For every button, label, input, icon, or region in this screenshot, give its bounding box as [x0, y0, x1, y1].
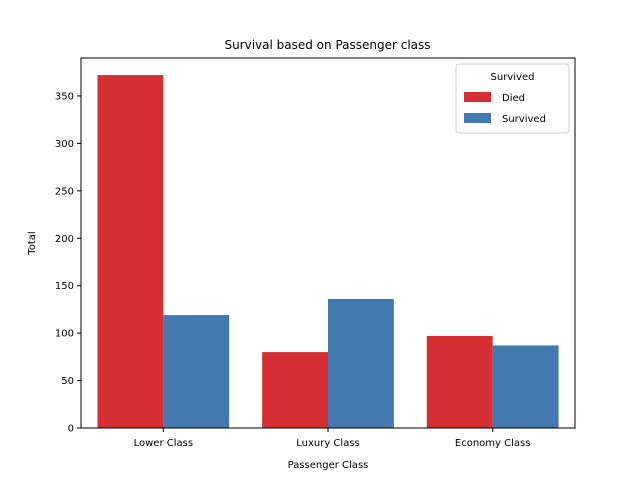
- bar-died-luxury-class: [262, 352, 328, 428]
- chart-title: Survival based on Passenger class: [224, 38, 430, 52]
- y-tick-label: 350: [55, 91, 74, 102]
- bar-survived-economy-class: [492, 345, 559, 428]
- plot-frame: [80, 57, 576, 429]
- bar-survived-luxury-class: [328, 298, 394, 428]
- y-axis: 0 50 100 150 200 250 300 350: [55, 91, 81, 435]
- x-axis: Lower Class Luxury Class Economy Class: [134, 428, 531, 449]
- x-axis-label: Passenger Class: [288, 460, 369, 471]
- y-tick-label: 0: [68, 424, 74, 435]
- bars-group: [97, 75, 559, 428]
- legend-swatch-died: [464, 92, 491, 102]
- legend-label-survived: Survived: [502, 114, 546, 125]
- bar-died-lower-class: [97, 75, 164, 428]
- legend-title: Survived: [491, 72, 535, 83]
- legend: Survived Died Survived: [455, 63, 570, 134]
- y-tick-label: 150: [55, 281, 74, 292]
- y-tick-label: 50: [61, 376, 74, 387]
- x-tick-label: Luxury Class: [296, 438, 360, 449]
- y-tick-label: 250: [55, 186, 74, 197]
- y-tick-label: 200: [55, 234, 74, 245]
- y-tick-label: 100: [55, 329, 74, 340]
- legend-label-died: Died: [502, 93, 525, 104]
- y-axis-label: Total: [27, 231, 38, 255]
- bar-died-economy-class: [426, 335, 493, 428]
- y-tick-label: 300: [55, 139, 74, 150]
- x-tick-label: Lower Class: [134, 438, 193, 449]
- x-tick-label: Economy Class: [455, 438, 531, 449]
- legend-swatch-survived: [464, 113, 491, 123]
- bar-survived-lower-class: [163, 315, 230, 428]
